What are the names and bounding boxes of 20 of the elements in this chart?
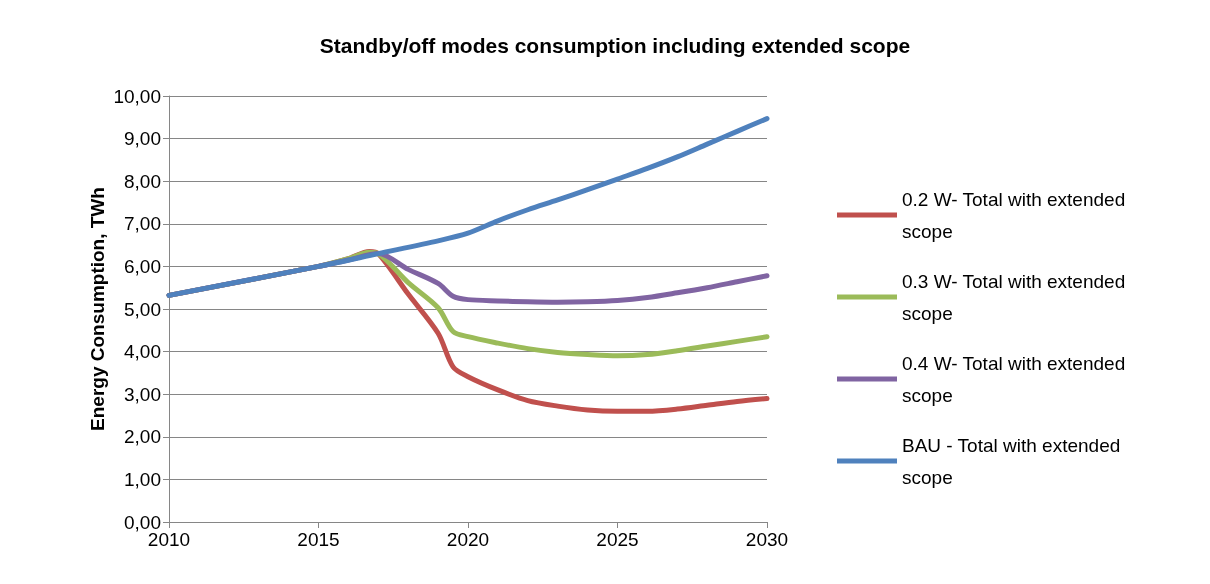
legend-label: 0.3 W- Total with extended scope <box>902 270 1126 324</box>
y-tick-label: 6,00 <box>124 255 161 277</box>
x-tick-label: 2030 <box>745 529 789 550</box>
y-tick-label: 2,00 <box>124 426 161 448</box>
y-tick-label: 8,00 <box>124 170 161 192</box>
x-tick-label: 2025 <box>596 529 639 550</box>
legend-label: BAU - Total with extended scope <box>902 434 1121 488</box>
chart-title: Standby/off modes consumption including extended scope <box>319 34 911 57</box>
x-tick-label: 2015 <box>297 529 340 550</box>
x-tick-label: 2020 <box>446 529 490 550</box>
y-tick-label: 10,00 <box>113 85 161 107</box>
y-tick-label: 7,00 <box>124 213 161 235</box>
legend-label: 0.2 W- Total with extended scope <box>902 188 1126 242</box>
y-tick-label: 9,00 <box>124 128 161 150</box>
y-tick-label: 4,00 <box>124 341 161 363</box>
y-tick-label: 5,00 <box>124 298 161 320</box>
y-axis-title: Energy Consumption, TWh <box>87 187 108 431</box>
legend-label: 0.4 W- Total with extended scope <box>902 352 1126 406</box>
y-tick-label: 1,00 <box>124 468 161 490</box>
y-tick-label: 3,00 <box>124 383 161 405</box>
